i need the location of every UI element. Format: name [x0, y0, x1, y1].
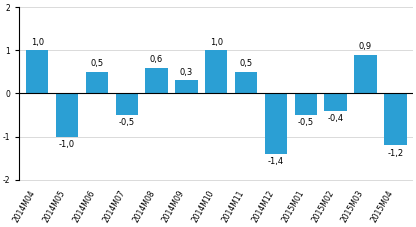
Text: 1,0: 1,0: [210, 38, 223, 47]
Bar: [205, 50, 228, 93]
Text: -1,0: -1,0: [59, 140, 75, 149]
Text: -1,2: -1,2: [387, 149, 404, 158]
Bar: [175, 80, 198, 93]
Text: -0,5: -0,5: [298, 118, 314, 127]
Text: 1,0: 1,0: [31, 38, 44, 47]
Bar: [145, 67, 168, 93]
Text: 0,6: 0,6: [150, 55, 163, 64]
Bar: [235, 72, 258, 93]
Text: -0,5: -0,5: [119, 118, 135, 127]
Bar: [56, 93, 78, 137]
Bar: [384, 93, 406, 145]
Text: -0,4: -0,4: [327, 114, 344, 123]
Text: 0,3: 0,3: [180, 68, 193, 77]
Bar: [295, 93, 317, 115]
Text: -1,4: -1,4: [268, 157, 284, 166]
Bar: [265, 93, 287, 154]
Bar: [86, 72, 108, 93]
Bar: [116, 93, 138, 115]
Text: 0,9: 0,9: [359, 42, 372, 51]
Bar: [26, 50, 48, 93]
Text: 0,5: 0,5: [90, 59, 104, 68]
Text: 0,5: 0,5: [240, 59, 253, 68]
Bar: [354, 54, 376, 93]
Bar: [324, 93, 347, 111]
